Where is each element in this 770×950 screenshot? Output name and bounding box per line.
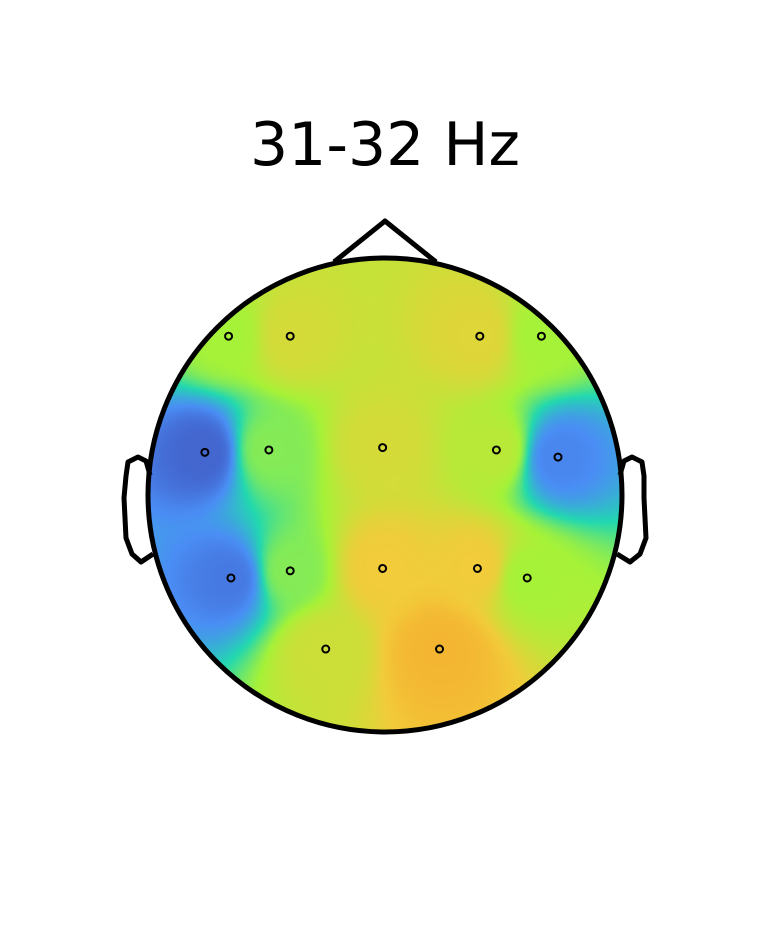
sensor-marker bbox=[435, 644, 445, 654]
sensor-marker bbox=[200, 447, 210, 457]
chart-title: 31-32 Hz bbox=[250, 110, 520, 180]
sensor-marker bbox=[553, 452, 563, 462]
sensor-marker bbox=[285, 331, 295, 341]
sensor-markers bbox=[200, 331, 563, 654]
head-circle bbox=[145, 255, 625, 735]
right-ear-outline bbox=[615, 454, 649, 565]
sensor-marker bbox=[224, 331, 234, 341]
sensor-marker bbox=[226, 573, 236, 583]
sensor-marker bbox=[264, 445, 274, 455]
sensor-marker bbox=[475, 331, 485, 341]
topomap bbox=[148, 258, 622, 732]
sensor-marker bbox=[491, 445, 501, 455]
sensor-marker bbox=[378, 563, 388, 573]
sensor-marker bbox=[536, 331, 546, 341]
sensor-marker bbox=[378, 443, 388, 453]
nose-outline bbox=[332, 218, 438, 264]
sensor-marker bbox=[472, 563, 482, 573]
power-heatmap bbox=[148, 258, 622, 732]
sensor-marker bbox=[285, 566, 295, 576]
sensor-marker bbox=[321, 644, 331, 654]
head-outline bbox=[121, 218, 649, 735]
sensor-marker bbox=[522, 573, 532, 583]
left-ear-outline bbox=[121, 454, 155, 565]
